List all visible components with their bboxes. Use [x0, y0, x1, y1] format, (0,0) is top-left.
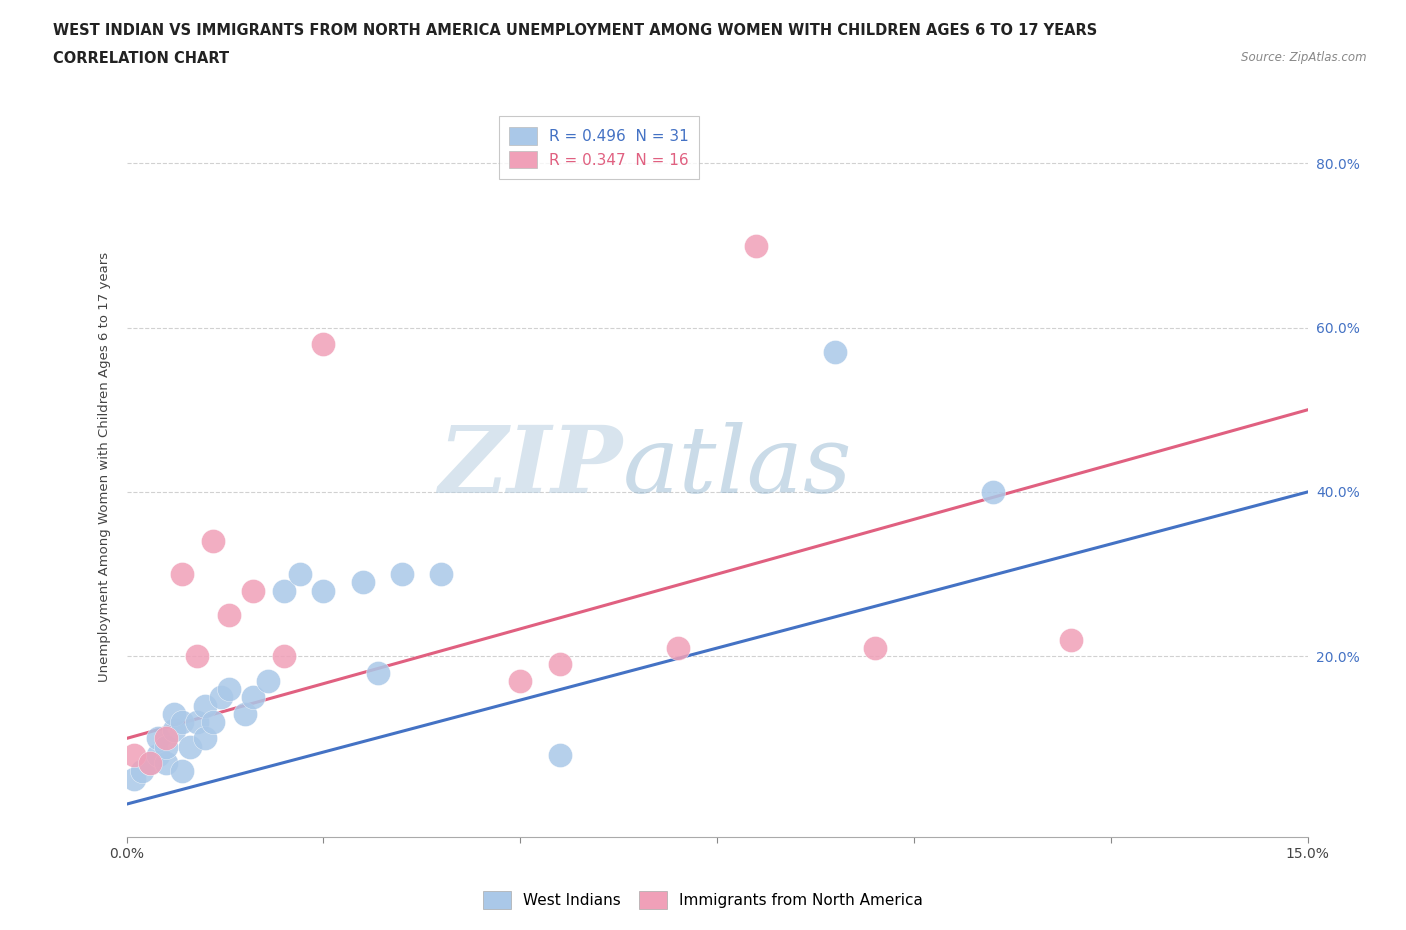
Y-axis label: Unemployment Among Women with Children Ages 6 to 17 years: Unemployment Among Women with Children A… [97, 252, 111, 683]
Point [202, 534, 225, 549]
Point [824, 345, 846, 360]
Point [863, 641, 886, 656]
Point [548, 748, 571, 763]
Point [312, 583, 335, 598]
Point [163, 707, 186, 722]
Legend: West Indians, Immigrants from North America: West Indians, Immigrants from North Amer… [477, 885, 929, 915]
Point [391, 566, 413, 581]
Point [666, 641, 689, 656]
Text: ZIP: ZIP [439, 422, 623, 512]
Point [124, 748, 146, 763]
Point [509, 673, 531, 688]
Point [139, 755, 162, 770]
Point [155, 739, 177, 754]
Point [179, 739, 201, 754]
Point [242, 583, 264, 598]
Point [288, 566, 311, 581]
Point [186, 714, 208, 729]
Point [273, 583, 295, 598]
Point [170, 764, 193, 778]
Point [131, 764, 153, 778]
Text: atlas: atlas [623, 422, 852, 512]
Point [202, 714, 225, 729]
Point [430, 566, 453, 581]
Text: WEST INDIAN VS IMMIGRANTS FROM NORTH AMERICA UNEMPLOYMENT AMONG WOMEN WITH CHILD: WEST INDIAN VS IMMIGRANTS FROM NORTH AME… [53, 23, 1098, 38]
Point [352, 575, 374, 590]
Point [155, 731, 177, 746]
Point [745, 238, 768, 253]
Point [194, 731, 217, 746]
Point [548, 657, 571, 671]
Text: CORRELATION CHART: CORRELATION CHART [53, 51, 229, 66]
Point [218, 608, 240, 623]
Point [186, 649, 208, 664]
Point [124, 772, 146, 787]
Point [170, 714, 193, 729]
Point [209, 690, 232, 705]
Point [242, 690, 264, 705]
Text: Source: ZipAtlas.com: Source: ZipAtlas.com [1241, 51, 1367, 64]
Point [233, 707, 256, 722]
Point [218, 682, 240, 697]
Point [273, 649, 295, 664]
Point [257, 673, 280, 688]
Point [139, 755, 162, 770]
Point [163, 723, 186, 737]
Point [1060, 632, 1083, 647]
Point [367, 665, 389, 680]
Point [194, 698, 217, 713]
Point [155, 755, 177, 770]
Point [170, 566, 193, 581]
Point [146, 748, 169, 763]
Point [312, 337, 335, 352]
Legend: R = 0.496  N = 31, R = 0.347  N = 16: R = 0.496 N = 31, R = 0.347 N = 16 [499, 116, 699, 179]
Point [981, 485, 1004, 499]
Point [146, 731, 169, 746]
